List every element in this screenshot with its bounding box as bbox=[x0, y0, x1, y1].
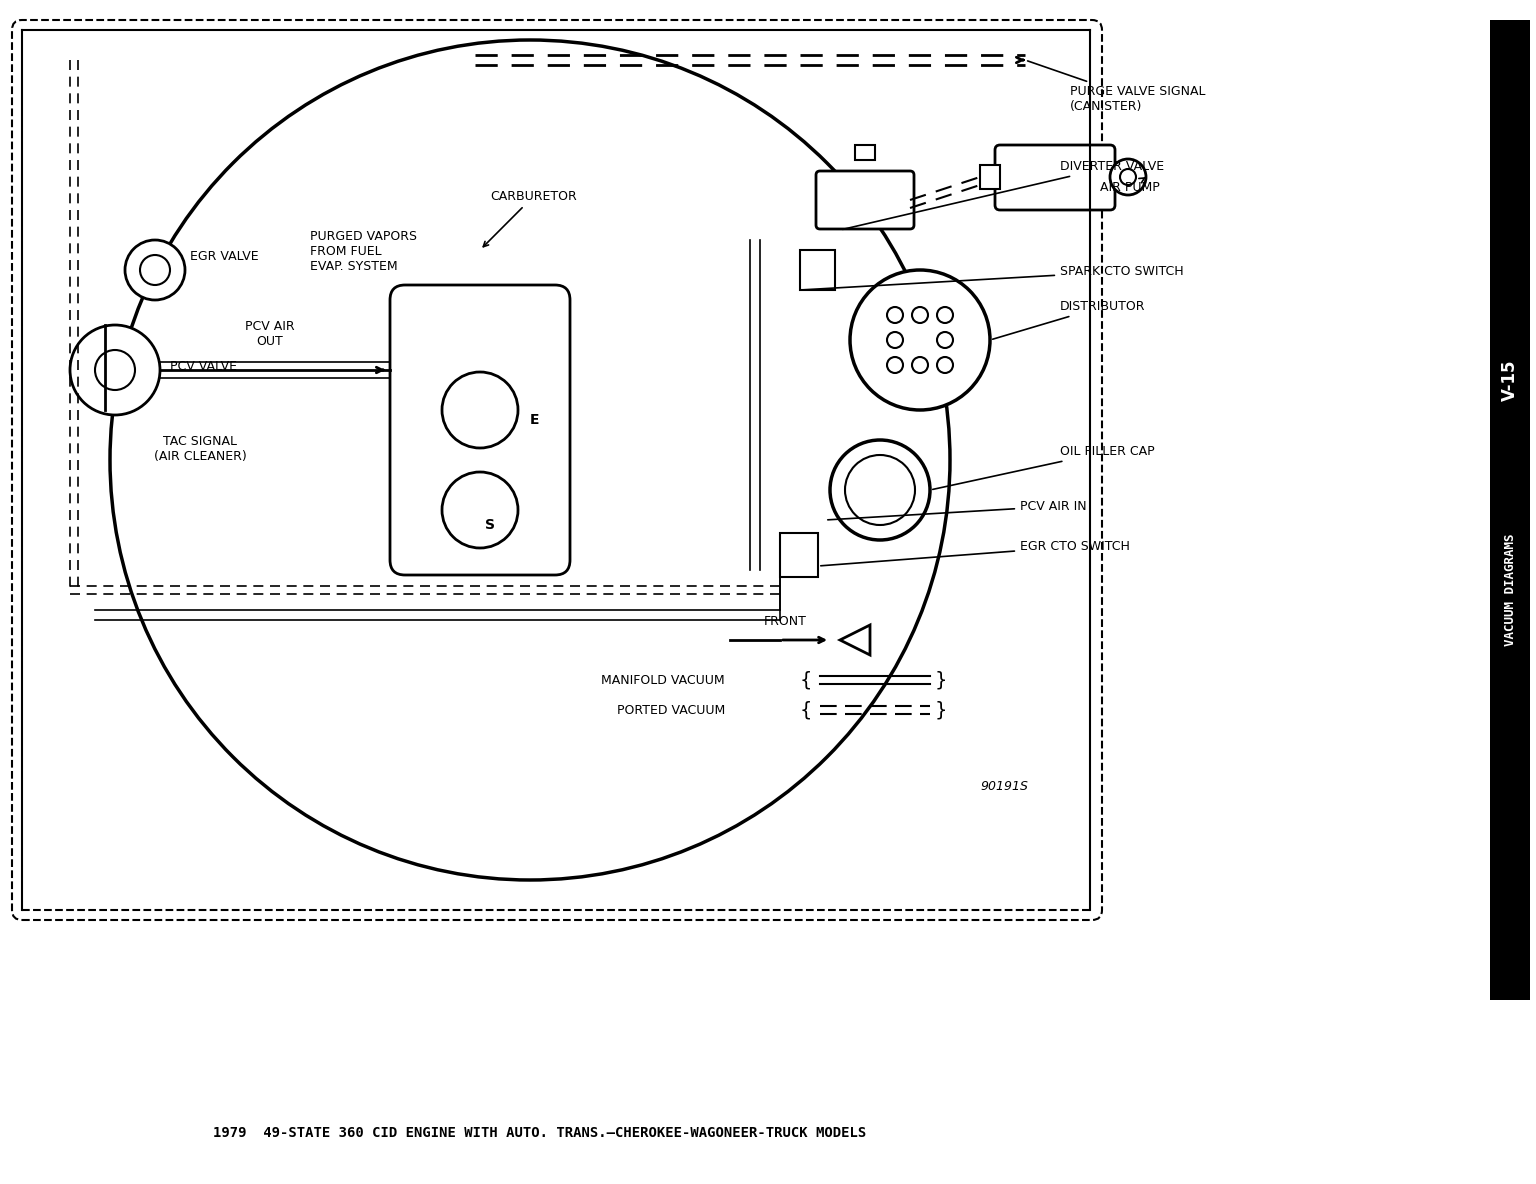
Text: TAC SIGNAL
(AIR CLEANER): TAC SIGNAL (AIR CLEANER) bbox=[154, 435, 246, 463]
Circle shape bbox=[937, 358, 952, 373]
Text: {: { bbox=[800, 670, 813, 689]
Circle shape bbox=[71, 324, 160, 416]
Text: FRONT: FRONT bbox=[763, 614, 806, 628]
Text: DIVERTER VALVE: DIVERTER VALVE bbox=[843, 160, 1164, 230]
Text: PCV AIR IN: PCV AIR IN bbox=[828, 500, 1086, 520]
Text: MANIFOLD VACUUM: MANIFOLD VACUUM bbox=[602, 674, 725, 687]
Circle shape bbox=[845, 455, 915, 525]
Circle shape bbox=[140, 255, 170, 285]
Text: S: S bbox=[485, 519, 495, 532]
Text: SPARK CTO SWITCH: SPARK CTO SWITCH bbox=[803, 265, 1184, 290]
Text: PURGE VALVE SIGNAL
(CANISTER): PURGE VALVE SIGNAL (CANISTER) bbox=[1028, 60, 1206, 112]
Circle shape bbox=[886, 307, 903, 323]
Circle shape bbox=[886, 358, 903, 373]
Circle shape bbox=[95, 350, 135, 390]
Text: EGR VALVE: EGR VALVE bbox=[190, 250, 258, 263]
Circle shape bbox=[124, 240, 184, 300]
Circle shape bbox=[912, 358, 928, 373]
Bar bbox=[1490, 20, 1530, 1000]
Circle shape bbox=[829, 440, 929, 540]
Text: AIR PUMP: AIR PUMP bbox=[1100, 178, 1160, 193]
Text: VACUUM DIAGRAMS: VACUUM DIAGRAMS bbox=[1504, 534, 1516, 646]
Text: CARBURETOR: CARBURETOR bbox=[484, 189, 576, 246]
Bar bbox=[980, 165, 1000, 189]
Circle shape bbox=[442, 472, 518, 548]
Circle shape bbox=[849, 270, 991, 410]
Circle shape bbox=[912, 307, 928, 323]
Bar bbox=[780, 533, 819, 577]
Text: V-15: V-15 bbox=[1501, 359, 1519, 400]
Circle shape bbox=[1111, 159, 1146, 195]
Circle shape bbox=[886, 332, 903, 348]
Text: PURGED VAPORS
FROM FUEL
EVAP. SYSTEM: PURGED VAPORS FROM FUEL EVAP. SYSTEM bbox=[310, 230, 416, 274]
Text: EGR CTO SWITCH: EGR CTO SWITCH bbox=[820, 540, 1130, 566]
Circle shape bbox=[442, 372, 518, 448]
Text: }: } bbox=[935, 701, 948, 720]
Text: 1979  49-STATE 360 CID ENGINE WITH AUTO. TRANS.—CHEROKEE-WAGONEER-TRUCK MODELS: 1979 49-STATE 360 CID ENGINE WITH AUTO. … bbox=[214, 1126, 866, 1140]
Text: OIL FILLER CAP: OIL FILLER CAP bbox=[932, 445, 1155, 489]
FancyBboxPatch shape bbox=[816, 170, 914, 229]
Text: PCV VALVE: PCV VALVE bbox=[170, 360, 237, 373]
Text: VACUUM DIAGRAMS: VACUUM DIAGRAMS bbox=[1504, 534, 1516, 646]
Text: V-15: V-15 bbox=[1502, 341, 1518, 379]
Circle shape bbox=[1120, 169, 1137, 185]
Text: DISTRIBUTOR: DISTRIBUTOR bbox=[992, 300, 1146, 339]
Circle shape bbox=[937, 332, 952, 348]
Circle shape bbox=[937, 307, 952, 323]
Text: 90191S: 90191S bbox=[980, 780, 1028, 793]
Bar bbox=[800, 250, 836, 290]
Text: PORTED VACUUM: PORTED VACUUM bbox=[617, 703, 725, 716]
Bar bbox=[856, 144, 876, 160]
Text: {: { bbox=[800, 701, 813, 720]
FancyBboxPatch shape bbox=[995, 144, 1115, 210]
Text: E: E bbox=[530, 413, 539, 427]
Text: PCV AIR
OUT: PCV AIR OUT bbox=[246, 320, 295, 348]
Text: }: } bbox=[935, 670, 948, 689]
